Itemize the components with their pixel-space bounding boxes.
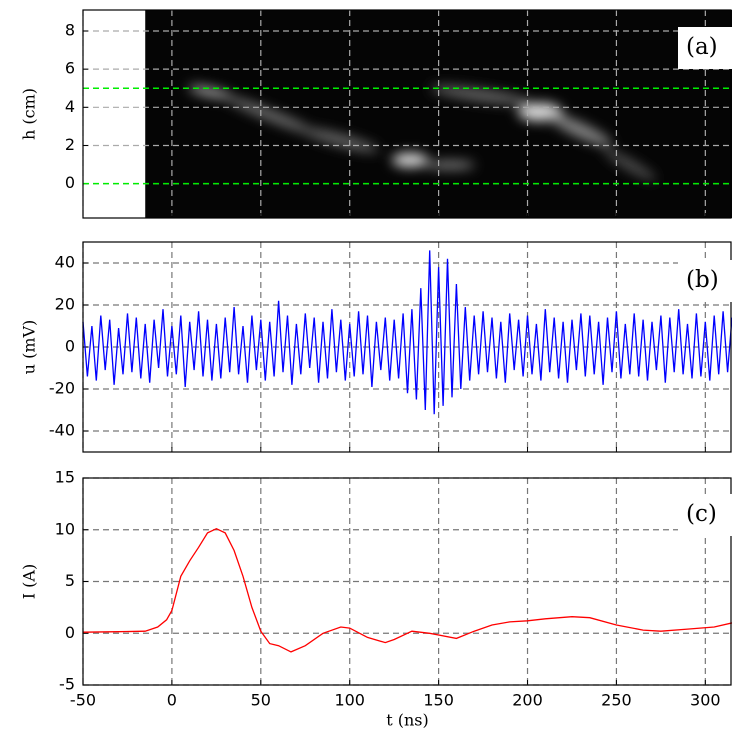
- y-tick-label: -40: [49, 421, 75, 440]
- image-intensity: [188, 85, 657, 181]
- annotation-box: [678, 260, 732, 302]
- y-tick-label: 6: [65, 59, 75, 78]
- y-tick-label: -20: [49, 379, 75, 398]
- x-tick-label: 0: [167, 691, 177, 710]
- x-tick-label: 250: [601, 691, 632, 710]
- annotation-box: [678, 27, 732, 69]
- y-tick-label: 0: [65, 623, 75, 642]
- data-line: [82, 527, 732, 653]
- y-tick-label: 20: [55, 295, 75, 314]
- annotation: (a): [686, 34, 718, 60]
- y-tick-label: -5: [59, 675, 75, 694]
- x-axis-label: t (ns): [386, 711, 429, 730]
- annotation: (b): [686, 267, 719, 293]
- plot-frame: [82, 241, 732, 453]
- x-tick-label: 200: [512, 691, 543, 710]
- y-tick-label: 4: [65, 97, 75, 116]
- annotation: (c): [686, 501, 717, 527]
- y-tick-label: 8: [65, 20, 75, 39]
- y-tick-label: 0: [65, 337, 75, 356]
- x-tick-label: 100: [334, 691, 365, 710]
- x-tick-label: 300: [690, 691, 721, 710]
- y-axis-label: I (A): [20, 564, 39, 599]
- y-tick-label: 5: [65, 571, 75, 590]
- y-tick-label: 10: [55, 519, 75, 538]
- x-tick-label: -50: [70, 691, 96, 710]
- y-tick-label: 0: [65, 173, 75, 192]
- y-tick-label: 40: [55, 253, 75, 272]
- y-tick-label: 2: [65, 135, 75, 154]
- y-axis-label: h (cm): [20, 88, 39, 140]
- x-tick-label: 150: [423, 691, 454, 710]
- plot-frame: [82, 477, 732, 686]
- y-axis-label: u (mV): [20, 320, 39, 375]
- data-line: [82, 250, 732, 415]
- plot-frame: [82, 9, 732, 219]
- y-tick-label: 15: [55, 468, 75, 487]
- annotation-box: [678, 494, 732, 536]
- x-tick-label: 50: [251, 691, 271, 710]
